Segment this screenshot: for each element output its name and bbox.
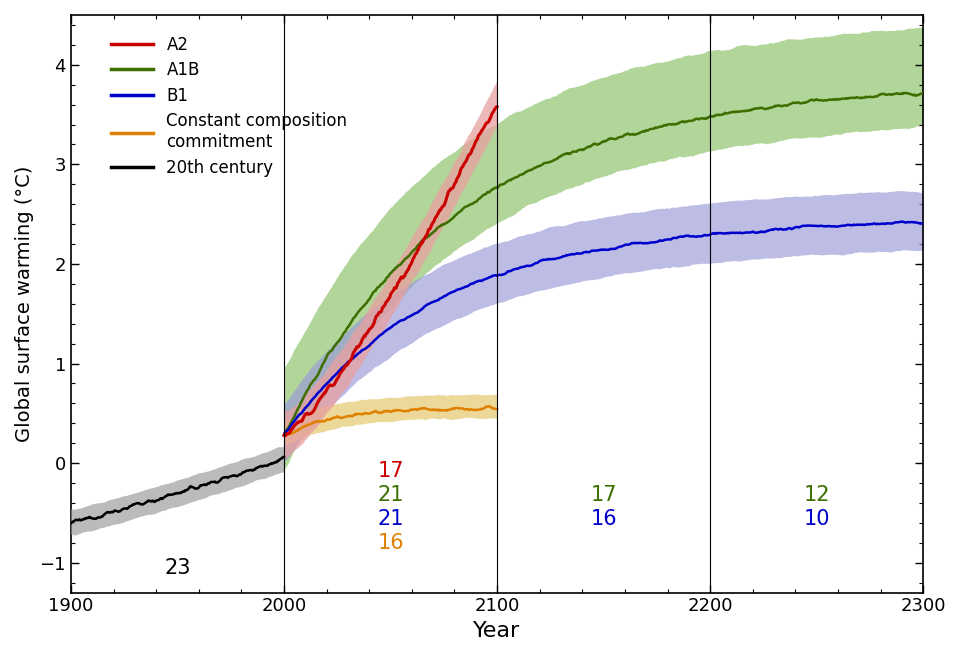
Text: 17: 17: [590, 485, 617, 505]
Text: 12: 12: [803, 485, 830, 505]
Text: 21: 21: [378, 509, 404, 529]
Text: 23: 23: [164, 558, 190, 578]
Legend: A2, A1B, B1, Constant composition
commitment, 20th century: A2, A1B, B1, Constant composition commit…: [105, 29, 355, 183]
Text: 16: 16: [590, 509, 617, 529]
X-axis label: Year: Year: [474, 621, 521, 641]
Text: 10: 10: [803, 509, 830, 529]
Text: 21: 21: [378, 485, 404, 505]
Text: 16: 16: [378, 533, 404, 553]
Text: 17: 17: [378, 461, 404, 481]
Y-axis label: Global surface warming (°C): Global surface warming (°C): [15, 165, 34, 442]
